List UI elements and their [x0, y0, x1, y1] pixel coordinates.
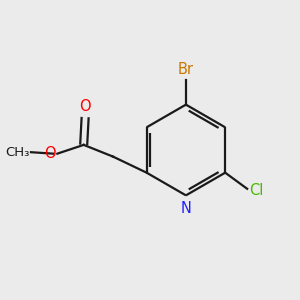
Text: O: O	[44, 146, 56, 161]
Text: N: N	[181, 201, 191, 216]
Text: Cl: Cl	[249, 183, 263, 198]
Text: Br: Br	[178, 62, 194, 77]
Text: CH₃: CH₃	[6, 146, 30, 159]
Text: O: O	[79, 99, 91, 114]
